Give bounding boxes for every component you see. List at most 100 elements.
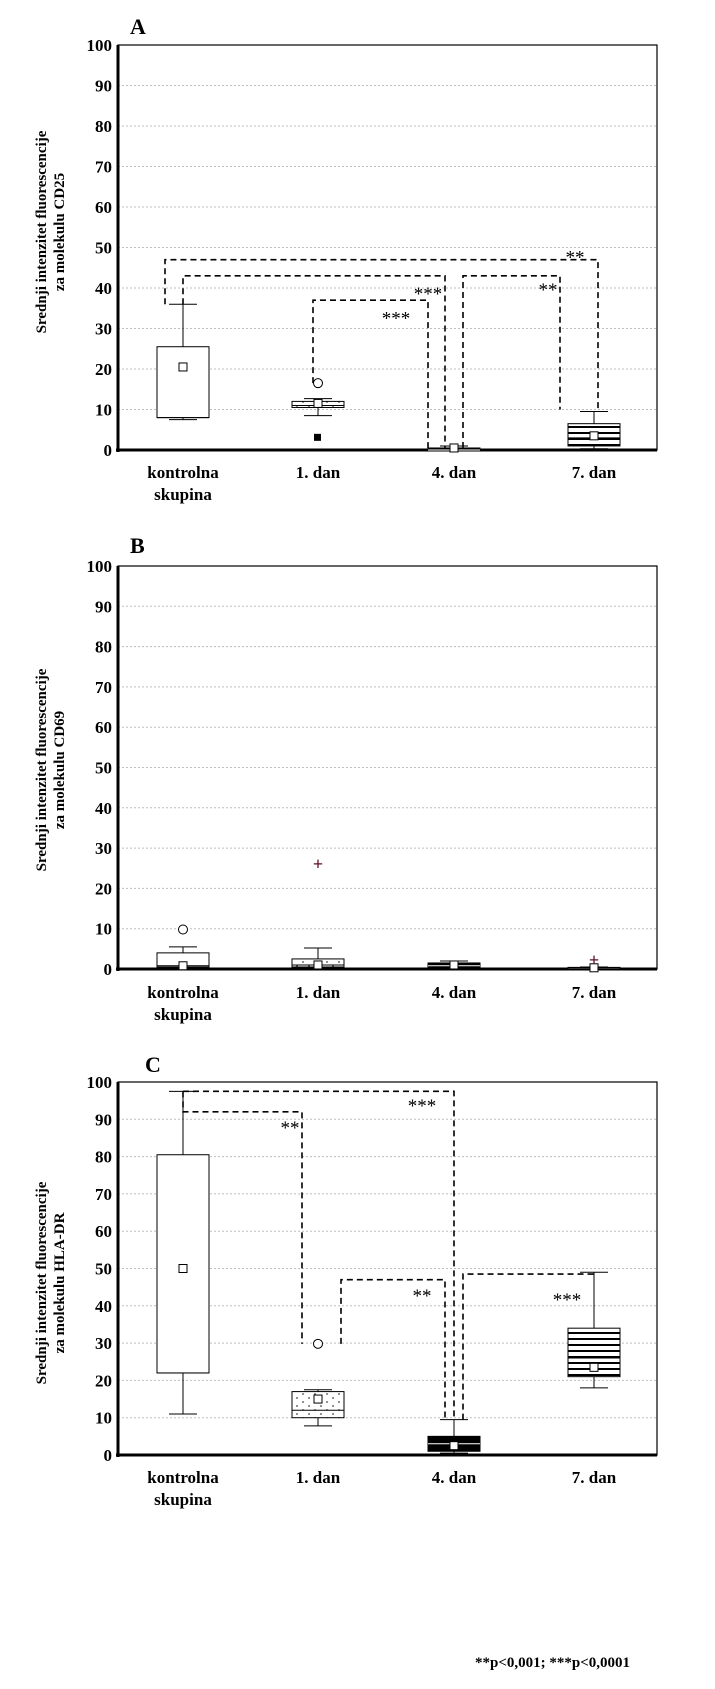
y-tick-label: 70	[95, 678, 112, 697]
mean-marker	[313, 960, 323, 970]
box-3	[567, 1271, 621, 1389]
y-tick-label: 80	[95, 1148, 112, 1167]
mean-marker	[178, 362, 188, 372]
y-tick-label: 90	[95, 77, 112, 96]
box-0	[156, 924, 210, 971]
y-tick-label: 60	[95, 198, 112, 217]
extreme-point	[314, 433, 321, 441]
box-0	[156, 303, 210, 421]
box-body	[156, 346, 210, 419]
significance-label: ***	[414, 284, 443, 305]
significance-bracket: ***	[312, 299, 429, 448]
x-tick-label: skupina	[154, 485, 212, 504]
mean-marker	[589, 431, 599, 441]
y-axis-label-line-2: za molekulu HLA-DR	[52, 1212, 68, 1353]
panel-label: C	[145, 1052, 161, 1077]
box-0	[156, 1090, 210, 1415]
y-axis-label-line-1: Srednji intenzitet fluorescencije	[34, 130, 50, 333]
y-axis-label-line-2: za molekulu CD25	[52, 173, 68, 291]
outlier-point	[313, 378, 323, 389]
significance-bracket: **	[164, 248, 599, 410]
x-tick-label: 1. dan	[296, 463, 341, 482]
y-tick-label: 30	[95, 320, 112, 339]
y-tick-label: 50	[95, 1260, 112, 1279]
significance-footnote: **p<0,001; ***p<0,0001	[475, 1655, 631, 1671]
y-tick-label: 30	[95, 1334, 112, 1353]
y-tick-label: 60	[95, 1222, 112, 1241]
x-tick-label: 1. dan	[296, 1468, 341, 1487]
y-tick-label: 50	[95, 239, 112, 258]
significance-bracket: ***	[183, 1090, 455, 1420]
box-2	[427, 960, 481, 970]
y-tick-label: 90	[95, 597, 112, 616]
y-tick-label: 80	[95, 117, 112, 136]
panel-c: C Srednji intenzitet fluorescencije za m…	[34, 1052, 658, 1509]
mean-marker	[589, 1362, 599, 1372]
significance-label: ***	[408, 1096, 437, 1117]
bracket-line	[164, 258, 599, 410]
panel-b: B Srednji intenzitet fluorescencije za m…	[34, 533, 658, 1024]
mean-marker	[449, 960, 459, 970]
box-3	[567, 411, 621, 450]
outlier-point	[178, 924, 188, 935]
significance-label: ***	[382, 308, 411, 329]
significance-bracket: **	[462, 275, 561, 448]
y-tick-label: 100	[87, 1073, 113, 1092]
y-tick-label: 60	[95, 718, 112, 737]
y-tick-label: 20	[95, 1371, 112, 1390]
plot-area: 0 10 20 30 40 50 60 70 80 90 100 kontrolna skupina 1.…	[87, 1073, 658, 1509]
box-3: +	[567, 950, 621, 973]
bracket-line	[312, 299, 429, 448]
plot-area: 0 10 20 30 40 50 60 70 80 90 100 kontrolna skupina 1.…	[87, 36, 658, 504]
extreme-point: +	[589, 950, 599, 970]
box-1: +	[291, 854, 345, 970]
x-tick-label: 4. dan	[432, 463, 477, 482]
mean-marker	[178, 961, 188, 971]
y-tick-label: 0	[104, 960, 113, 979]
y-tick-label: 100	[87, 36, 113, 55]
significance-label: **	[566, 248, 585, 269]
bracket-line	[462, 1272, 595, 1420]
box-2	[427, 443, 481, 453]
y-axis-label-line-1: Srednji intenzitet fluorescencije	[34, 1181, 50, 1384]
x-tick-label: 4. dan	[432, 983, 477, 1002]
bracket-line	[182, 1091, 303, 1344]
y-tick-label: 10	[95, 401, 112, 420]
y-tick-label: 40	[95, 1297, 112, 1316]
extreme-point: +	[313, 854, 323, 874]
box-1	[291, 378, 345, 441]
x-tick-label: kontrolna	[147, 463, 219, 482]
panel-a: A Srednji intenzitet fluorescencije za m…	[34, 14, 658, 504]
mean-marker	[313, 398, 323, 408]
x-tick-label: 1. dan	[296, 983, 341, 1002]
y-axis-label-line-2: za molekulu CD69	[52, 711, 68, 829]
bracket-line	[340, 1278, 446, 1420]
y-tick-label: 90	[95, 1110, 112, 1129]
x-tick-label: 7. dan	[572, 983, 617, 1002]
mean-marker	[449, 1441, 459, 1451]
mean-marker	[449, 443, 459, 453]
bracket-line	[182, 275, 446, 448]
y-tick-label: 10	[95, 1409, 112, 1428]
x-tick-label: skupina	[154, 1490, 212, 1509]
box-2	[427, 1419, 481, 1454]
mean-marker	[313, 1394, 323, 1404]
x-tick-label: 7. dan	[572, 1468, 617, 1487]
x-tick-label: kontrolna	[147, 983, 219, 1002]
x-tick-label: 4. dan	[432, 1468, 477, 1487]
y-tick-label: 50	[95, 759, 112, 778]
significance-label: ***	[553, 1290, 582, 1311]
y-tick-label: 40	[95, 279, 112, 298]
bracket-line	[462, 275, 561, 448]
y-tick-label: 0	[104, 1446, 113, 1465]
mean-marker	[178, 1264, 188, 1273]
box-1	[291, 1338, 345, 1427]
significance-label: **	[281, 1118, 300, 1139]
box-body	[156, 1154, 210, 1374]
outlier-point	[313, 1338, 323, 1349]
x-tick-label: 7. dan	[572, 463, 617, 482]
y-tick-label: 40	[95, 799, 112, 818]
significance-bracket: **	[182, 1091, 303, 1344]
y-tick-label: 0	[104, 441, 113, 460]
